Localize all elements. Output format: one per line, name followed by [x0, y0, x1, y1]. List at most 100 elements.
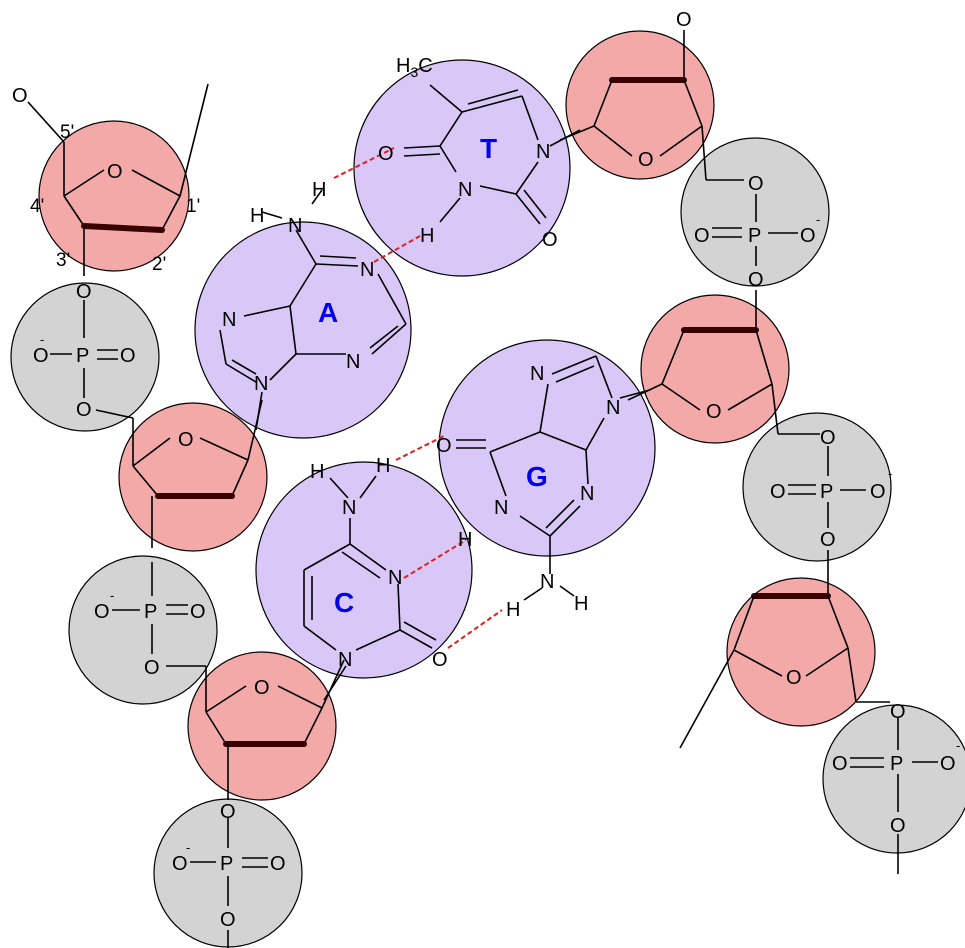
svg-text:H: H	[458, 529, 472, 551]
atom-labels: O O 5' 4' 1' 3' 2' O O - P O O O O - P O…	[12, 9, 960, 931]
sugar-ring-left-2	[118, 402, 268, 552]
hbond-g-c-2	[403, 539, 467, 579]
hbond-a-t-1	[333, 147, 395, 179]
svg-text:O: O	[676, 9, 692, 31]
svg-text:O: O	[172, 853, 188, 875]
svg-text:P: P	[890, 753, 903, 775]
svg-text:H: H	[310, 461, 324, 483]
hbond-g-c-3	[447, 609, 503, 649]
svg-text:3': 3'	[56, 250, 70, 271]
svg-text:O: O	[76, 281, 92, 303]
base-label-cytosine: C	[334, 587, 354, 618]
svg-text:N: N	[530, 363, 544, 385]
hydrogen-bonds	[333, 147, 503, 649]
svg-text:N: N	[254, 373, 268, 395]
guanine-circle	[438, 339, 656, 557]
svg-text:N: N	[360, 259, 374, 281]
svg-text:O: O	[820, 427, 836, 449]
thymine-methyl: H3C	[396, 55, 433, 80]
svg-text:O: O	[220, 801, 236, 823]
svg-text:O: O	[436, 435, 452, 457]
svg-text:O: O	[638, 149, 654, 171]
svg-text:O: O	[694, 225, 710, 247]
svg-text:N: N	[540, 571, 554, 593]
svg-text:O: O	[220, 909, 236, 931]
svg-text:O: O	[190, 601, 206, 623]
svg-text:1': 1'	[186, 196, 200, 217]
svg-text:N: N	[606, 397, 620, 419]
svg-text:2': 2'	[152, 254, 166, 275]
svg-text:-: -	[40, 332, 44, 347]
hbond-g-c-1	[395, 435, 445, 461]
svg-text:O: O	[890, 815, 906, 837]
svg-text:O: O	[270, 853, 286, 875]
base-label-thymine: T	[480, 133, 497, 164]
phosphate-left-1	[10, 282, 160, 432]
sugar-ring-top-right	[565, 30, 715, 180]
svg-text:H: H	[250, 205, 264, 227]
svg-text:O: O	[378, 143, 394, 165]
bonds	[27, 30, 938, 948]
sugar-ring-top-left	[38, 120, 190, 272]
svg-text:P: P	[144, 601, 157, 623]
svg-text:O: O	[870, 481, 886, 503]
sugar-ring-right-3	[726, 577, 876, 727]
svg-text:O: O	[178, 429, 194, 451]
thymine-circle	[353, 59, 571, 277]
svg-text:O: O	[94, 601, 110, 623]
svg-text:O: O	[254, 677, 270, 699]
phosphate-right-1	[680, 137, 830, 287]
svg-text:O: O	[542, 229, 558, 251]
svg-text:O: O	[820, 529, 836, 551]
base-label-guanine: G	[526, 461, 548, 492]
svg-text:N: N	[388, 567, 402, 589]
svg-text:4': 4'	[30, 196, 44, 217]
sugar-ring-left-3	[187, 651, 337, 801]
svg-text:N: N	[342, 497, 356, 519]
svg-text:O: O	[748, 173, 764, 195]
svg-text:O: O	[706, 401, 722, 423]
svg-text:P: P	[220, 853, 233, 875]
svg-text:H: H	[420, 225, 434, 247]
svg-text:5': 5'	[60, 122, 74, 143]
hbond-a-t-2	[373, 235, 421, 263]
phosphate-right-2	[742, 412, 892, 562]
svg-text:O: O	[786, 667, 802, 689]
svg-text:O: O	[890, 701, 906, 723]
svg-text:-: -	[186, 840, 190, 855]
svg-text:O: O	[144, 657, 160, 679]
svg-text:-: -	[816, 212, 820, 227]
svg-text:N: N	[494, 497, 508, 519]
svg-text:O: O	[432, 649, 448, 671]
base-label-adenine: A	[318, 297, 338, 328]
svg-text:H: H	[376, 455, 390, 477]
svg-text:H: H	[506, 599, 520, 621]
svg-text:O: O	[33, 345, 49, 367]
svg-text:-: -	[110, 588, 114, 603]
svg-text:H: H	[574, 593, 588, 615]
svg-text:O: O	[748, 269, 764, 291]
phosphate-right-3	[822, 704, 965, 854]
svg-text:N: N	[458, 179, 472, 201]
base-letters: T A G C	[318, 133, 548, 618]
svg-text:H: H	[312, 179, 326, 201]
svg-text:N: N	[222, 309, 236, 331]
svg-text:-: -	[888, 466, 892, 481]
svg-text:P: P	[748, 225, 761, 247]
svg-text:O: O	[832, 753, 848, 775]
svg-text:O: O	[940, 753, 956, 775]
cytosine-circle	[255, 461, 473, 679]
adenine-circle	[194, 221, 412, 439]
svg-text:N: N	[288, 215, 302, 237]
svg-text:O: O	[76, 399, 92, 421]
svg-text:O: O	[120, 345, 136, 367]
svg-text:N: N	[580, 483, 594, 505]
phosphate-left-2	[68, 555, 218, 705]
svg-text:-: -	[956, 738, 960, 753]
svg-text:P: P	[820, 481, 833, 503]
svg-text:O: O	[12, 85, 28, 107]
svg-text:O: O	[800, 225, 816, 247]
svg-text:N: N	[346, 351, 360, 373]
